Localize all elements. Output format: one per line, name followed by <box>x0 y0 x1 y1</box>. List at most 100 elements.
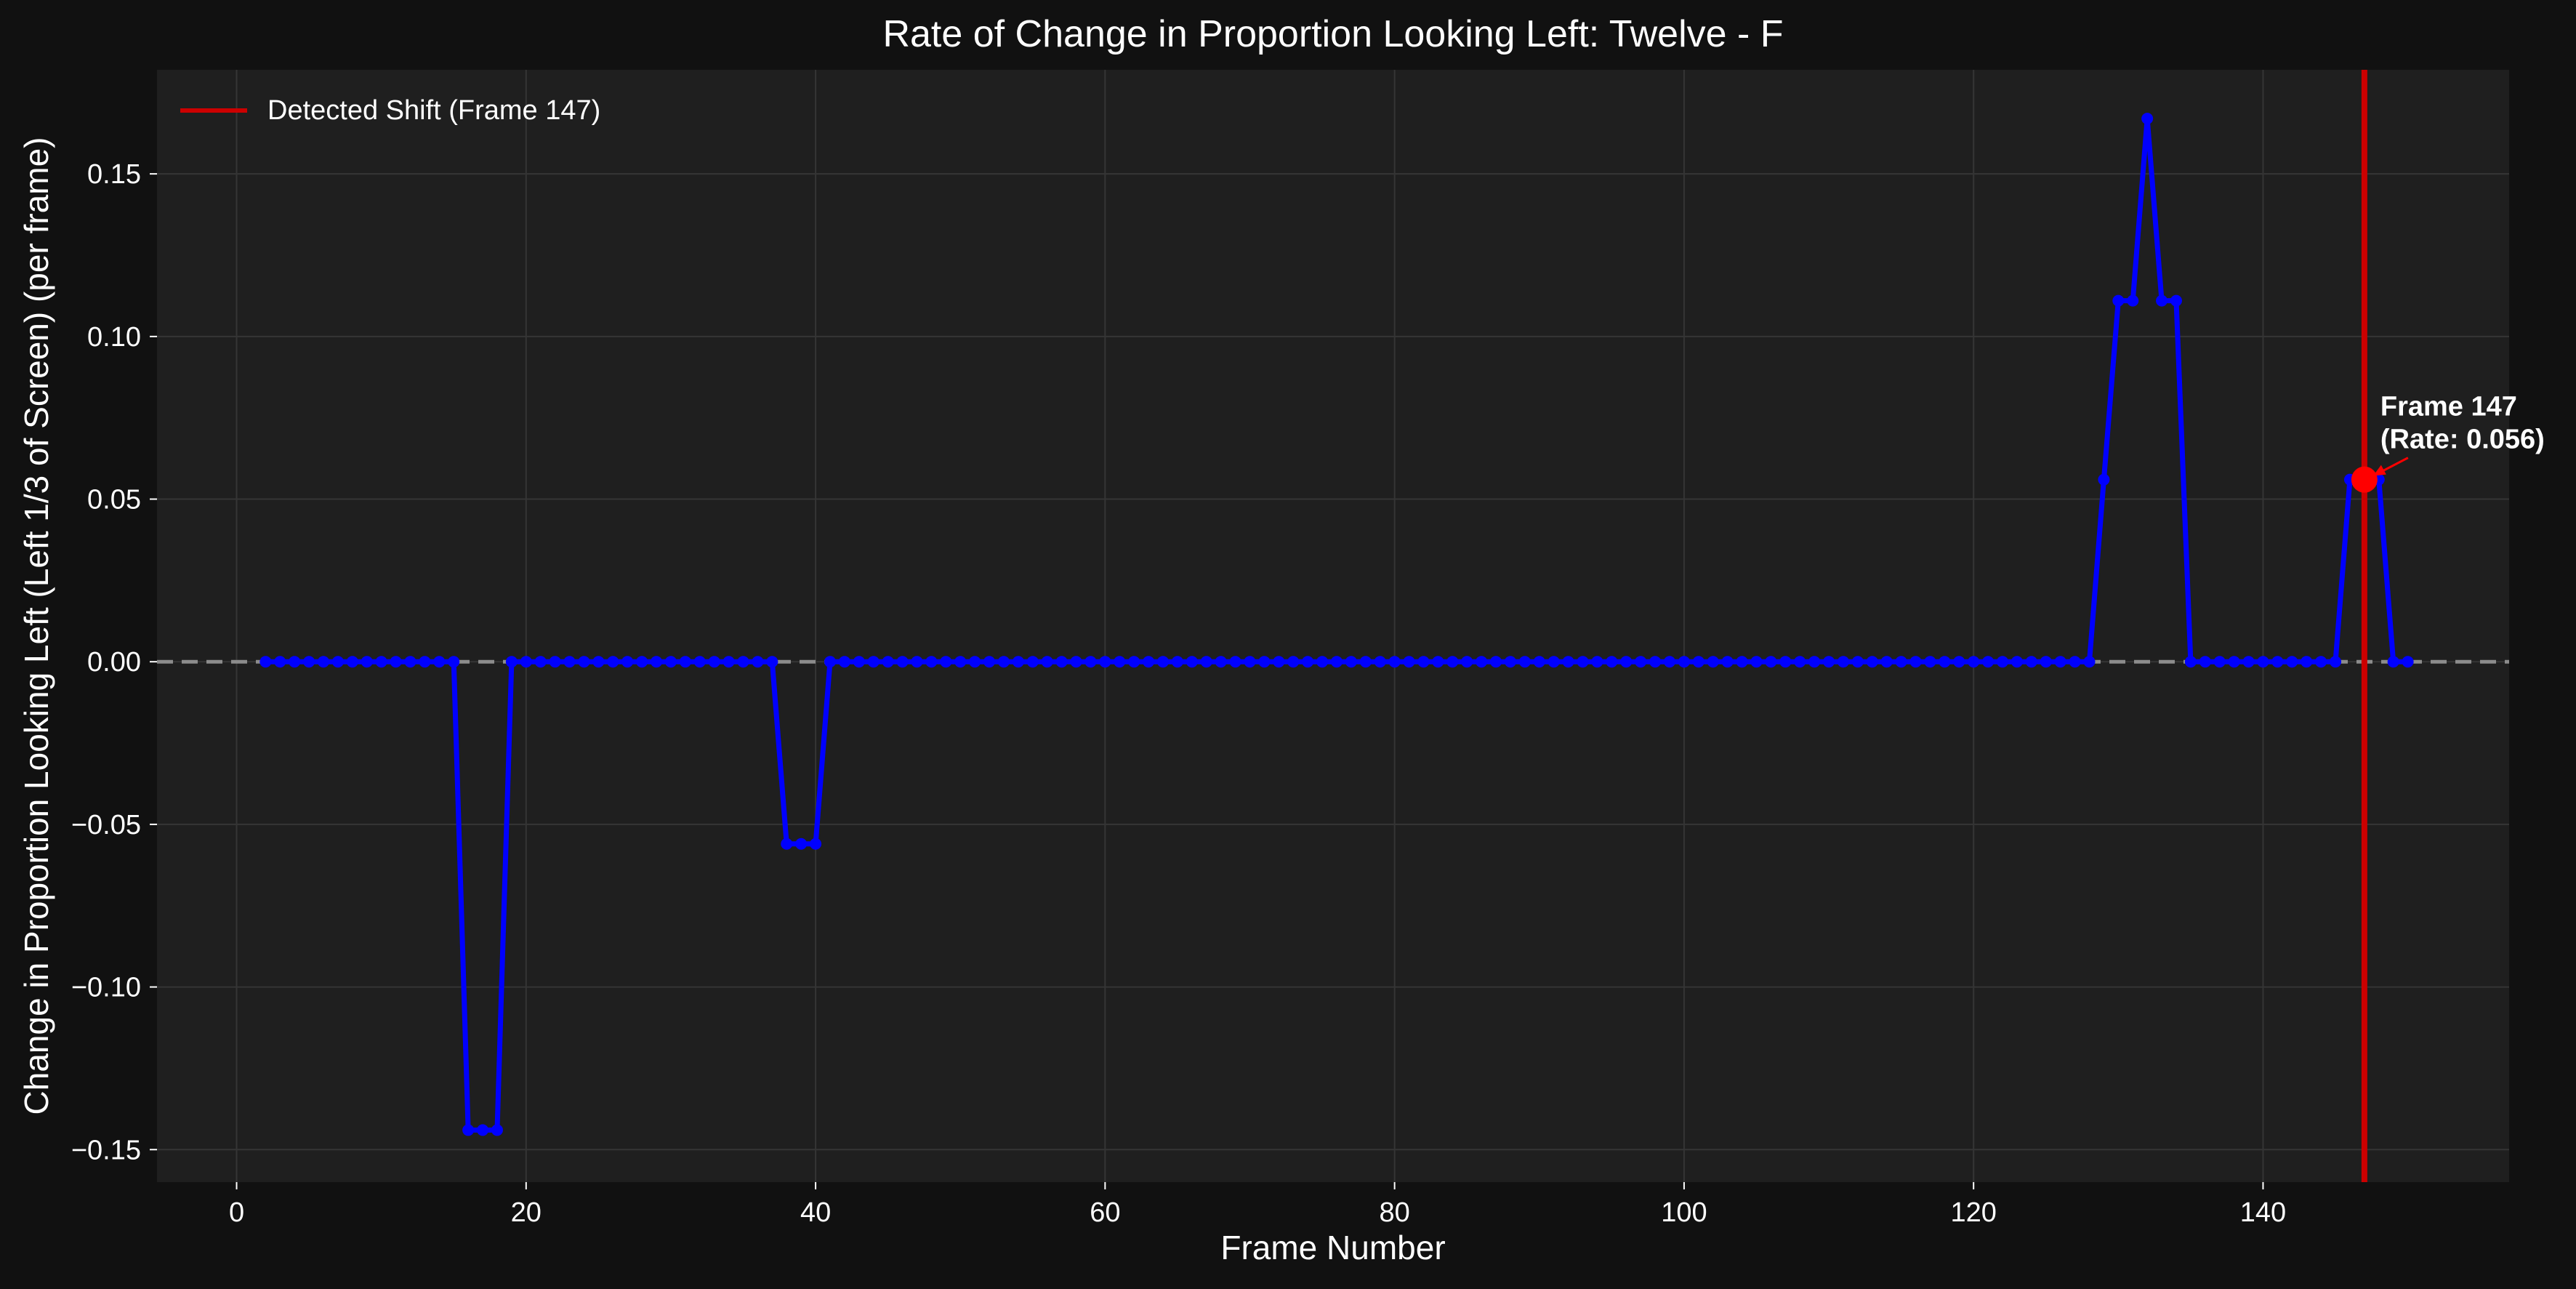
y-axis-label: Change in Proportion Looking Left (Left … <box>17 137 55 1115</box>
data-point <box>1765 656 1777 668</box>
y-tick-label: −0.05 <box>71 810 141 840</box>
data-point <box>752 656 764 668</box>
data-point <box>2141 113 2154 125</box>
data-point <box>2199 656 2211 668</box>
data-point <box>1997 656 2009 668</box>
data-point <box>1504 656 1516 668</box>
data-point <box>1635 656 1647 668</box>
data-point <box>1577 656 1589 668</box>
data-point <box>1316 656 1329 668</box>
data-point <box>1345 656 1357 668</box>
data-point <box>1909 656 1922 668</box>
data-point <box>346 656 358 668</box>
annotation-frame: Frame 147 <box>2380 392 2517 422</box>
data-point <box>1518 656 1531 668</box>
data-point <box>1721 656 1734 668</box>
data-point <box>1562 656 1574 668</box>
x-axis-label: Frame Number <box>1220 1229 1445 1266</box>
data-point <box>795 838 808 850</box>
data-point <box>578 656 590 668</box>
data-point <box>2170 294 2182 307</box>
data-point <box>1302 656 1314 668</box>
data-point <box>1012 656 1024 668</box>
data-point <box>1114 656 1126 668</box>
data-point <box>289 656 301 668</box>
data-point <box>2184 656 2197 668</box>
data-point <box>954 656 967 668</box>
y-tick-label: 0.15 <box>87 159 141 190</box>
y-tick-label: −0.10 <box>71 973 141 1003</box>
data-point <box>708 656 720 668</box>
data-point <box>448 656 460 668</box>
data-point <box>1041 656 1053 668</box>
data-point <box>1837 656 1849 668</box>
data-point <box>693 656 706 668</box>
data-point <box>1476 656 1488 668</box>
data-point <box>1374 656 1386 668</box>
data-point <box>1200 656 1212 668</box>
data-point <box>896 656 909 668</box>
data-point <box>824 656 836 668</box>
x-tick-label: 20 <box>511 1197 542 1228</box>
data-point <box>549 656 561 668</box>
data-point <box>1808 656 1821 668</box>
data-point <box>1851 656 1864 668</box>
data-point <box>1794 656 1806 668</box>
data-point <box>1330 656 1343 668</box>
detected-shift-point <box>2351 466 2378 493</box>
data-point <box>1490 656 1502 668</box>
data-point <box>592 656 605 668</box>
x-tick-label: 60 <box>1090 1197 1120 1228</box>
data-point <box>1968 656 1980 668</box>
y-tick-label: −0.15 <box>71 1135 141 1165</box>
data-point <box>853 656 865 668</box>
data-point <box>2315 656 2327 668</box>
data-point <box>997 656 1010 668</box>
data-point <box>1229 656 1241 668</box>
y-tick-label: 0.10 <box>87 322 141 353</box>
data-point <box>1736 656 1748 668</box>
data-point <box>1287 656 1300 668</box>
data-point <box>1446 656 1459 668</box>
data-point <box>1171 656 1183 668</box>
data-point <box>462 1124 475 1136</box>
data-point <box>2257 656 2269 668</box>
data-point <box>2040 656 2052 668</box>
data-point <box>737 656 749 668</box>
data-point <box>1403 656 1415 668</box>
data-point <box>911 656 923 668</box>
data-point <box>1591 656 1603 668</box>
data-point <box>1982 656 1995 668</box>
data-point <box>303 656 315 668</box>
data-point <box>1070 656 1082 668</box>
data-point <box>404 656 416 668</box>
data-point <box>607 656 619 668</box>
data-point <box>882 656 894 668</box>
y-tick-label: 0.00 <box>87 647 141 678</box>
data-point <box>331 656 344 668</box>
data-point <box>1924 656 1936 668</box>
data-point <box>1953 656 1965 668</box>
data-point <box>477 1124 489 1136</box>
data-point <box>1215 656 1227 668</box>
data-point <box>1258 656 1271 668</box>
data-point <box>636 656 648 668</box>
data-point <box>563 656 576 668</box>
annotation-arrowhead <box>2372 465 2386 476</box>
data-point <box>651 656 663 668</box>
data-point <box>1461 656 1473 668</box>
data-point <box>621 656 634 668</box>
data-point <box>1606 656 1618 668</box>
data-point <box>419 656 431 668</box>
data-point <box>2156 294 2168 307</box>
data-point <box>491 1124 503 1136</box>
detected-shift-layer: Frame 147(Rate: 0.056) <box>2351 70 2545 1182</box>
y-tick-label: 0.05 <box>87 485 141 515</box>
data-point <box>940 656 952 668</box>
data-point <box>1620 656 1633 668</box>
data-point <box>520 656 532 668</box>
data-point <box>2387 656 2399 668</box>
data-point <box>375 656 387 668</box>
data-point <box>1663 656 1675 668</box>
data-point <box>1099 656 1111 668</box>
